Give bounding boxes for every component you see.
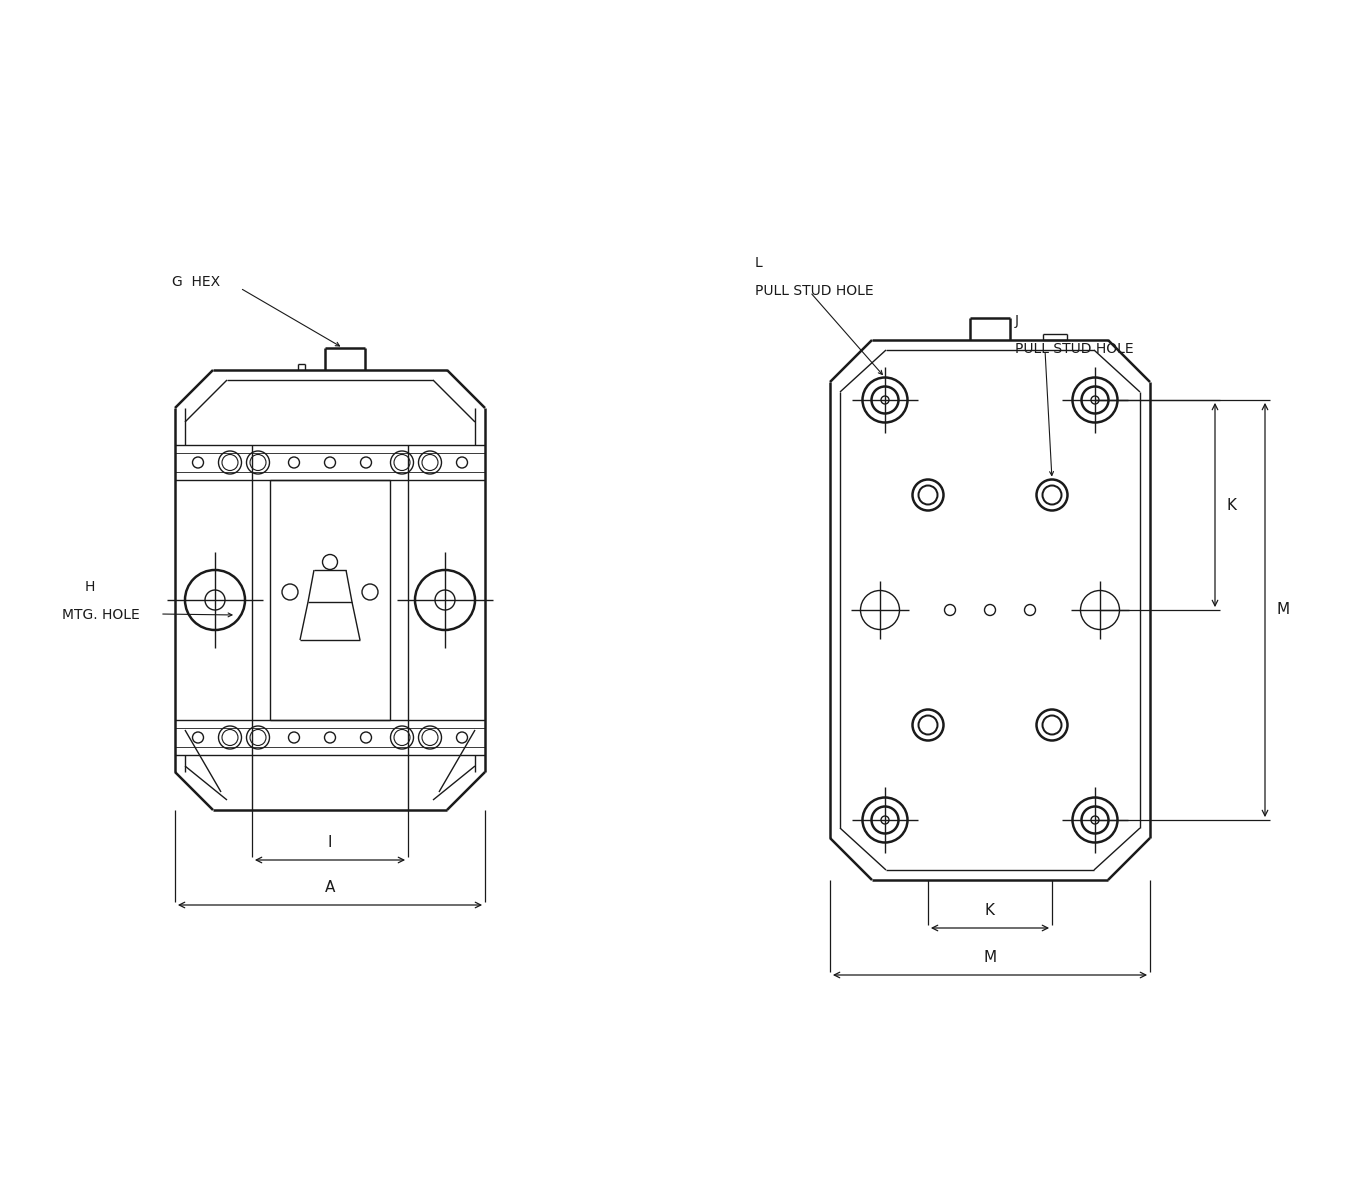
Text: L: L	[755, 256, 763, 270]
Text: I: I	[328, 835, 332, 850]
Text: PULL STUD HOLE: PULL STUD HOLE	[1015, 342, 1134, 356]
Text: K: K	[1227, 498, 1238, 512]
Text: J: J	[1015, 314, 1019, 328]
Text: MTG. HOLE: MTG. HOLE	[63, 608, 140, 622]
Text: M: M	[983, 950, 997, 965]
Text: G  HEX: G HEX	[171, 275, 220, 289]
Text: A: A	[325, 880, 335, 895]
Text: M: M	[1277, 602, 1291, 618]
Text: K: K	[985, 902, 996, 918]
Text: PULL STUD HOLE: PULL STUD HOLE	[755, 284, 873, 298]
Text: H: H	[84, 580, 95, 594]
